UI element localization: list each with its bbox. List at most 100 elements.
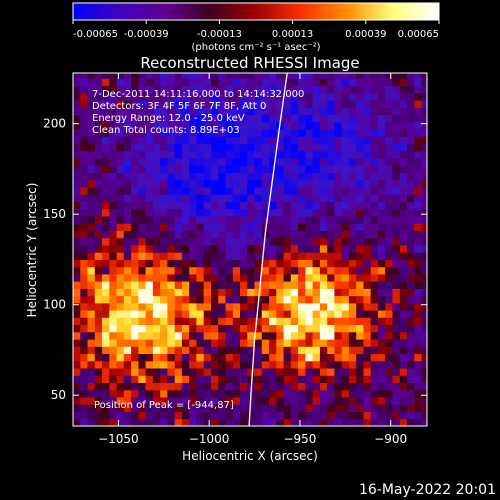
heatmap-cell — [203, 382, 212, 391]
heatmap-cell — [189, 368, 197, 376]
heatmap-cell — [138, 339, 147, 347]
heatmap-cell — [240, 397, 248, 405]
heatmap-cell — [283, 129, 292, 137]
heatmap-cell — [312, 121, 321, 130]
heatmap-cell — [102, 150, 110, 159]
heatmap-cell — [290, 288, 299, 297]
heatmap-cell — [276, 288, 285, 297]
heatmap-cell — [276, 237, 285, 246]
heatmap-cell — [378, 129, 386, 137]
heatmap-cell — [174, 324, 183, 333]
heatmap-cell — [261, 92, 270, 101]
heatmap-cell — [247, 273, 256, 282]
heatmap-cell — [160, 346, 168, 354]
heatmap-cell — [312, 187, 321, 195]
heatmap-cell — [123, 194, 132, 202]
heatmap-cell — [407, 288, 415, 297]
heatmap-cell — [283, 165, 292, 173]
heatmap-cell — [189, 266, 197, 275]
heatmap-cell — [290, 302, 299, 311]
heatmap-cell — [87, 281, 96, 289]
heatmap-cell — [414, 368, 423, 376]
heatmap-cell — [174, 411, 183, 420]
heatmap-cell — [327, 404, 335, 412]
heatmap-cell — [225, 92, 234, 101]
heatmap-cell — [269, 245, 277, 253]
heatmap-cell — [116, 78, 125, 87]
heatmap-cell — [160, 78, 168, 87]
heatmap-cell — [399, 310, 408, 318]
heatmap-cell — [123, 317, 132, 326]
heatmap-cell — [327, 273, 335, 282]
heatmap-cell — [73, 331, 81, 340]
heatmap-cell — [414, 273, 423, 282]
heatmap-cell — [319, 273, 328, 282]
heatmap-cell — [385, 208, 393, 217]
heatmap-cell — [102, 245, 110, 253]
heatmap-cell — [298, 389, 306, 398]
heatmap-cell — [80, 266, 89, 275]
heatmap-cell — [174, 100, 183, 108]
heatmap-cell — [181, 230, 190, 239]
heatmap-cell — [312, 404, 321, 412]
heatmap-cell — [196, 418, 205, 426]
heatmap-cell — [152, 194, 161, 202]
heatmap-cell — [356, 165, 364, 173]
heatmap-cell — [102, 179, 110, 188]
heatmap-cell — [94, 187, 103, 195]
heatmap-cell — [167, 339, 176, 347]
heatmap-cell — [247, 92, 256, 101]
heatmap-cell — [211, 73, 219, 79]
heatmap-cell — [152, 397, 161, 405]
heatmap-cell — [80, 136, 89, 145]
heatmap-cell — [189, 78, 197, 87]
heatmap-cell — [356, 339, 364, 347]
heatmap-cell — [327, 368, 335, 376]
heatmap-cell — [407, 273, 415, 282]
heatmap-cell — [203, 418, 212, 426]
heatmap-cell — [218, 360, 226, 369]
heatmap-cell — [109, 397, 118, 405]
heatmap-cell — [203, 302, 212, 311]
heatmap-cell — [421, 92, 427, 101]
heatmap-cell — [363, 382, 372, 391]
heatmap-cell — [319, 353, 328, 362]
heatmap-cell — [131, 245, 139, 253]
heatmap-cell — [385, 172, 393, 181]
heatmap-cell — [334, 411, 343, 420]
heatmap-cell — [211, 382, 219, 391]
heatmap-cell — [363, 179, 372, 188]
heatmap-cell — [319, 172, 328, 181]
heatmap-cell — [261, 73, 270, 79]
heatmap-cell — [160, 92, 168, 101]
heatmap-cell — [80, 397, 89, 405]
heatmap-cell — [312, 230, 321, 239]
heatmap-cell — [94, 237, 103, 246]
heatmap-cell — [123, 295, 132, 304]
heatmap-cell — [261, 165, 270, 173]
heatmap-cell — [123, 165, 132, 173]
heatmap-cell — [152, 317, 161, 326]
heatmap-cell — [356, 266, 364, 275]
heatmap-cell — [174, 375, 183, 383]
heatmap-cell — [298, 194, 306, 202]
heatmap-cell — [378, 172, 386, 181]
heatmap-cell — [232, 194, 241, 202]
heatmap-cell — [232, 389, 241, 398]
heatmap-cell — [341, 179, 350, 188]
heatmap-cell — [348, 310, 357, 318]
heatmap-cell — [378, 397, 386, 405]
heatmap-cell — [160, 259, 168, 268]
heatmap-cells — [73, 73, 427, 426]
heatmap-cell — [370, 136, 379, 145]
heatmap-cell — [327, 418, 335, 426]
heatmap-cell — [131, 411, 139, 420]
heatmap-cell — [392, 252, 401, 260]
heatmap-cell — [131, 121, 139, 130]
heatmap-cell — [334, 85, 343, 94]
heatmap-cell — [102, 107, 110, 116]
heatmap-cell — [109, 150, 118, 159]
heatmap-cell — [131, 368, 139, 376]
heatmap-cell — [312, 223, 321, 231]
heatmap-cell — [189, 346, 197, 354]
